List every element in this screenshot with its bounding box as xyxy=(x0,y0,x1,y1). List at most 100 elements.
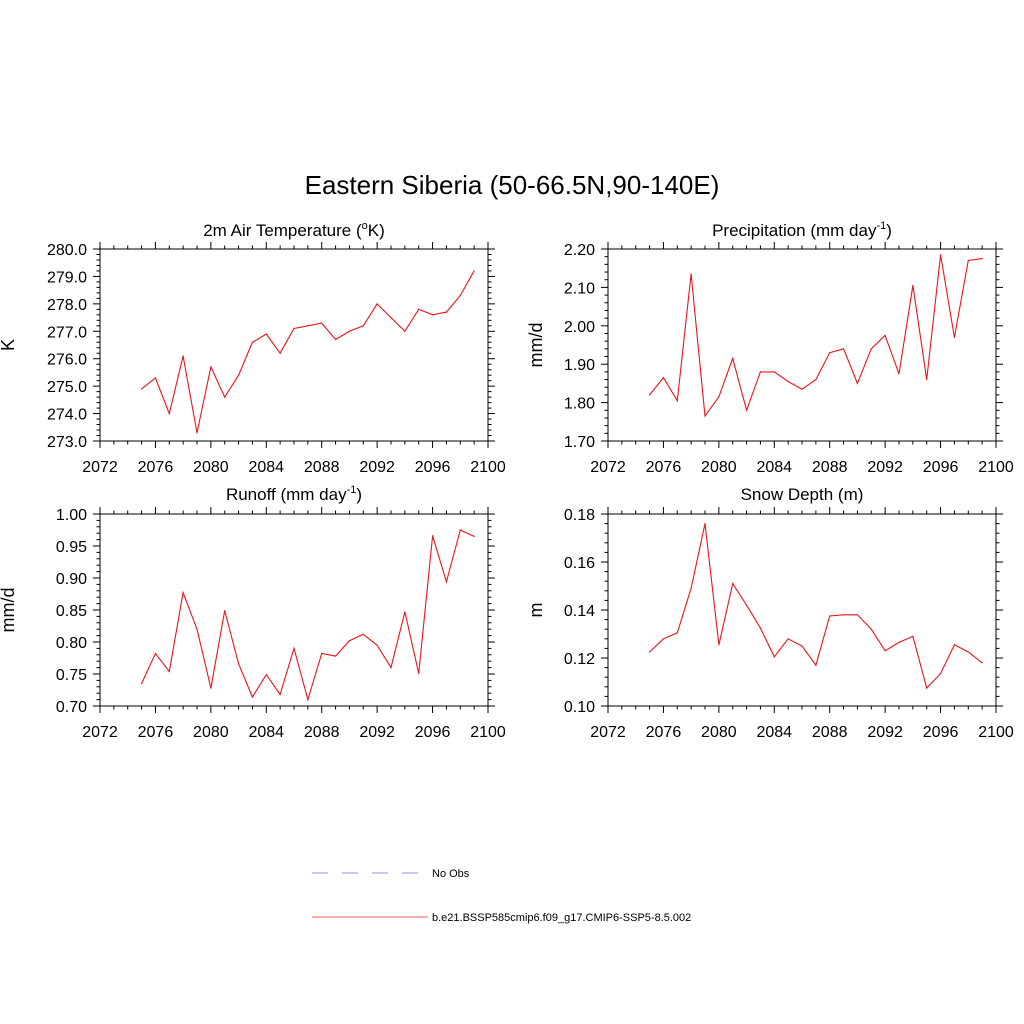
data-point xyxy=(154,652,157,655)
data-point xyxy=(801,388,803,390)
data-point xyxy=(237,663,240,665)
data-point xyxy=(279,352,281,354)
data-point xyxy=(912,635,914,638)
y-tick-label: 0.70 xyxy=(56,699,87,716)
y-tick-label: 0.10 xyxy=(564,699,595,716)
chart-title-main: Precipitation (mm day xyxy=(712,221,877,240)
y-tick-label: 280.0 xyxy=(47,242,87,259)
x-tick-label: 2088 xyxy=(304,724,340,741)
x-tick-label: 2084 xyxy=(756,459,792,476)
data-point xyxy=(732,583,734,585)
data-point xyxy=(431,535,434,537)
data-point xyxy=(140,388,143,390)
chart-title-main: 2m Air Temperature ( xyxy=(203,221,362,240)
data-point xyxy=(953,644,956,646)
data-point xyxy=(759,371,762,373)
y-tick-label: 2.20 xyxy=(564,242,595,259)
data-point xyxy=(307,699,309,701)
data-point xyxy=(210,687,212,689)
chart-title: Precipitation (mm day-1) xyxy=(712,220,892,240)
data-point xyxy=(321,652,323,655)
y-tick-label: 0.95 xyxy=(56,539,87,556)
data-point xyxy=(856,382,859,384)
y-tick-label: 0.14 xyxy=(564,603,595,620)
chart-panel-2: 2072 2076 2080 2084 2088 2092 2096 2100 1.70 1.80… xyxy=(526,220,1014,476)
data-point xyxy=(773,371,775,373)
x-tick-label: 2084 xyxy=(248,459,284,476)
series-line xyxy=(141,529,475,702)
y-tick-label: 277.0 xyxy=(47,324,87,341)
data-point xyxy=(981,662,983,664)
data-point xyxy=(362,633,364,635)
data-point xyxy=(690,587,692,590)
data-point xyxy=(732,357,734,360)
x-tick-label: 2076 xyxy=(646,459,682,476)
y-tick-label: 276.0 xyxy=(47,352,87,369)
y-axis-label: mm/d xyxy=(526,323,546,368)
data-point xyxy=(773,656,775,658)
data-point xyxy=(376,303,378,305)
chart-title-main: Snow Depth (m) xyxy=(741,485,864,504)
data-point xyxy=(293,327,295,330)
x-tick-label: 2092 xyxy=(359,724,395,741)
data-point xyxy=(348,330,351,332)
data-point xyxy=(801,645,803,647)
data-point xyxy=(348,640,351,642)
data-point xyxy=(967,259,969,262)
data-point xyxy=(648,394,651,396)
data-point xyxy=(898,641,900,644)
data-point xyxy=(390,316,392,319)
data-point xyxy=(168,412,170,415)
x-tick-label: 2092 xyxy=(867,724,903,741)
data-point xyxy=(321,322,323,324)
x-tick-label: 2096 xyxy=(923,724,959,741)
data-point xyxy=(690,273,692,275)
chart-title-superscript: o xyxy=(362,220,368,232)
data-point xyxy=(676,400,678,402)
data-point xyxy=(251,696,254,698)
data-point xyxy=(870,348,872,350)
y-axis-label: m xyxy=(526,603,546,618)
data-point xyxy=(967,651,969,653)
data-point xyxy=(981,258,983,260)
data-point xyxy=(390,667,392,669)
y-tick-label: 2.10 xyxy=(564,280,595,297)
data-point xyxy=(293,647,295,650)
data-point xyxy=(182,355,184,357)
data-point xyxy=(884,334,886,336)
y-tick-label: 0.85 xyxy=(56,603,87,620)
data-point xyxy=(404,330,406,332)
data-point xyxy=(718,644,720,646)
y-tick-label: 1.80 xyxy=(564,396,595,413)
x-tick-label: 2084 xyxy=(756,724,792,741)
x-tick-label: 2092 xyxy=(867,459,903,476)
data-point xyxy=(265,674,267,676)
data-point xyxy=(926,378,928,381)
data-point xyxy=(939,673,942,675)
y-tick-label: 0.80 xyxy=(56,635,87,652)
y-tick-label: 0.90 xyxy=(56,571,87,588)
data-point xyxy=(842,348,845,350)
data-point xyxy=(939,254,942,256)
x-tick-label: 2072 xyxy=(82,724,118,741)
data-point xyxy=(856,614,859,616)
data-point xyxy=(459,529,461,531)
data-point xyxy=(224,396,226,398)
data-point xyxy=(953,336,956,338)
series-line xyxy=(649,523,983,690)
y-tick-label: 0.12 xyxy=(564,651,595,668)
x-tick-label: 2072 xyxy=(590,459,626,476)
data-point xyxy=(445,581,448,583)
data-point xyxy=(431,314,434,316)
x-tick-label: 2080 xyxy=(193,459,229,476)
y-tick-label: 0.16 xyxy=(564,555,595,572)
x-tick-label: 2100 xyxy=(978,459,1014,476)
data-point xyxy=(870,628,872,630)
data-point xyxy=(251,341,254,343)
chart-panel-3: 2072 2076 2080 2084 2088 2092 2096 2100 0.70 0.75… xyxy=(0,484,506,741)
data-point xyxy=(745,409,748,411)
data-point xyxy=(376,644,378,646)
x-tick-label: 2076 xyxy=(138,724,174,741)
chart-title-end: ) xyxy=(886,221,892,240)
data-point xyxy=(196,628,198,630)
